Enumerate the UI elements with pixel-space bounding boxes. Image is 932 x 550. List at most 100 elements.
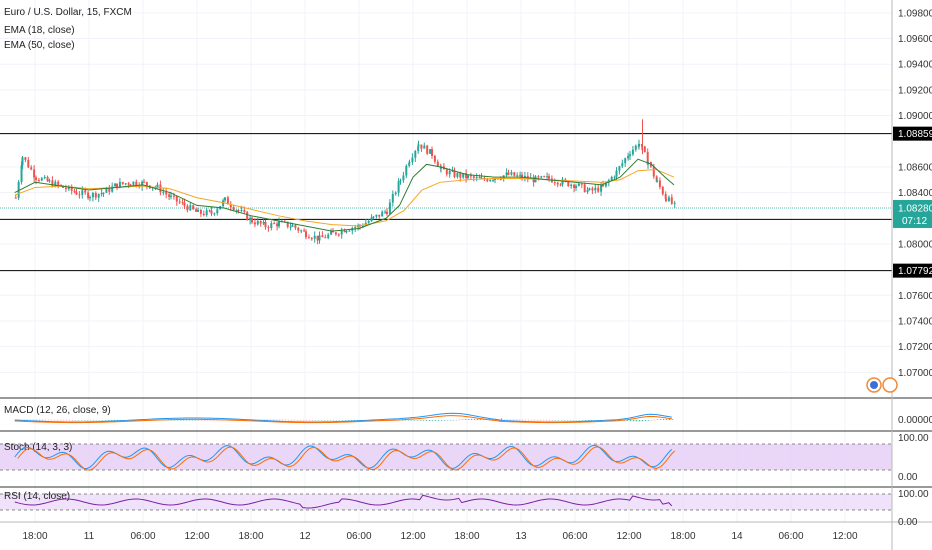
- candle-body: [417, 146, 420, 152]
- macd-histogram-bar: [266, 419, 269, 421]
- macd-histogram-bar: [416, 420, 419, 421]
- macd-histogram-bar: [281, 419, 284, 421]
- stoch-pane[interactable]: Stoch (14, 3, 3): [0, 442, 892, 471]
- price-tick-label: 1.07400: [898, 316, 932, 327]
- candle-body: [75, 192, 78, 195]
- candle-body: [192, 205, 195, 210]
- rsi-band: [0, 494, 892, 510]
- macd-histogram-bar: [194, 420, 197, 421]
- rsi-legend[interactable]: RSI (14, close): [4, 491, 70, 502]
- candle-body: [116, 183, 118, 188]
- candle-body: [573, 184, 576, 189]
- stoch-legend[interactable]: Stoch (14, 3, 3): [4, 442, 72, 453]
- macd-histogram-bar: [593, 420, 596, 421]
- candle-body: [597, 187, 600, 192]
- ema50-legend[interactable]: EMA (50, close): [4, 40, 75, 51]
- candle-body: [226, 197, 229, 205]
- macd-histogram-bar: [89, 420, 92, 421]
- macd-histogram-bar: [200, 419, 203, 421]
- candle-body: [300, 230, 303, 232]
- main-pane[interactable]: [0, 119, 892, 272]
- candle-body: [14, 197, 17, 199]
- candle-body: [575, 185, 577, 189]
- macd-histogram-bar: [86, 420, 89, 421]
- macd-histogram-bar: [110, 420, 113, 421]
- macd-histogram-bar: [410, 420, 413, 421]
- grid: [0, 0, 932, 523]
- macd-histogram-bar: [515, 419, 518, 421]
- candle-body: [372, 216, 375, 218]
- macd-histogram-bar: [38, 419, 41, 421]
- candle-body: [469, 175, 472, 177]
- candle-body: [618, 166, 621, 171]
- macd-histogram-bar: [533, 419, 536, 421]
- price-axis[interactable]: 1.09800 1.09600 1.09400 1.09200 1.09000 1.086…: [893, 8, 932, 528]
- macd-histogram-bar: [518, 419, 521, 421]
- macd-histogram-bar: [443, 420, 446, 421]
- candle-body: [20, 165, 23, 182]
- candle-body: [594, 187, 597, 191]
- macd-pane[interactable]: MACD (12, 26, close, 9): [4, 405, 674, 424]
- macd-histogram-bar: [68, 419, 71, 421]
- time-tick-label: 06:00: [778, 531, 803, 542]
- macd-histogram-bar: [656, 419, 659, 420]
- price-tick-label: 1.09800: [898, 8, 932, 19]
- price-tick-label: 1.09200: [898, 85, 932, 96]
- macd-histogram-bar: [263, 419, 266, 421]
- candle-body: [276, 223, 279, 227]
- macd-histogram-bar: [587, 420, 590, 421]
- candle-body: [627, 155, 630, 159]
- rsi-pane[interactable]: RSI (14, close): [0, 491, 892, 511]
- macd-histogram-bar: [578, 420, 581, 421]
- candle-body: [189, 205, 192, 211]
- stoch-d-line: [17, 446, 676, 471]
- macd-histogram-bar: [560, 420, 563, 421]
- candle-body: [673, 202, 676, 204]
- macd-signal-line: [14, 415, 672, 424]
- macd-histogram-bar: [308, 419, 311, 421]
- candle-body: [118, 181, 121, 188]
- macd-histogram-bar: [299, 419, 302, 421]
- candle-body: [559, 184, 562, 186]
- macd-histogram-bar: [305, 419, 308, 421]
- candle-body: [33, 169, 36, 178]
- candle-body: [567, 180, 570, 187]
- macd-histogram-bar: [320, 420, 323, 421]
- macd-legend[interactable]: MACD (12, 26, close, 9): [4, 405, 111, 416]
- event-flag-icon[interactable]: [866, 377, 898, 393]
- macd-histogram-bar: [632, 420, 635, 422]
- macd-histogram-bar: [671, 419, 674, 420]
- candle-body: [121, 181, 124, 184]
- indicator-panes[interactable]: MACD (12, 26, close, 9) Stoch (14, 3, 3) R…: [0, 405, 892, 511]
- candle-body: [643, 146, 646, 153]
- candle-body: [162, 191, 165, 193]
- candle-body: [661, 186, 664, 195]
- candle-body: [402, 175, 405, 181]
- macd-histogram-bar: [197, 419, 200, 421]
- time-axis[interactable]: 18:00 11 06:00 12:00 18:00 12 06:00 12:00 18:00 1…: [22, 531, 857, 542]
- candle-body: [494, 178, 496, 180]
- time-tick-label: 12:00: [400, 531, 425, 542]
- candle-body: [327, 234, 330, 238]
- candle-body: [586, 189, 589, 193]
- macd-histogram-bar: [323, 420, 326, 421]
- macd-histogram-bar: [467, 419, 470, 420]
- candle-body: [87, 192, 90, 199]
- macd-histogram-bar: [662, 418, 665, 420]
- time-tick-label: 11: [84, 531, 95, 542]
- ema18-legend[interactable]: EMA (18, close): [4, 25, 75, 36]
- macd-histogram-bar: [452, 420, 455, 421]
- candle-body: [621, 163, 624, 167]
- candle-body: [486, 179, 489, 182]
- candle-body: [94, 192, 97, 198]
- candle-body: [253, 222, 256, 225]
- candle-body: [634, 145, 637, 150]
- macd-histogram-bar: [326, 420, 329, 421]
- candle-body: [652, 166, 655, 177]
- candle-body: [462, 173, 465, 178]
- last-price-label: 1.08280: [898, 203, 932, 214]
- candle-body: [629, 154, 631, 156]
- candle-body: [324, 237, 327, 239]
- candle-body: [417, 144, 420, 147]
